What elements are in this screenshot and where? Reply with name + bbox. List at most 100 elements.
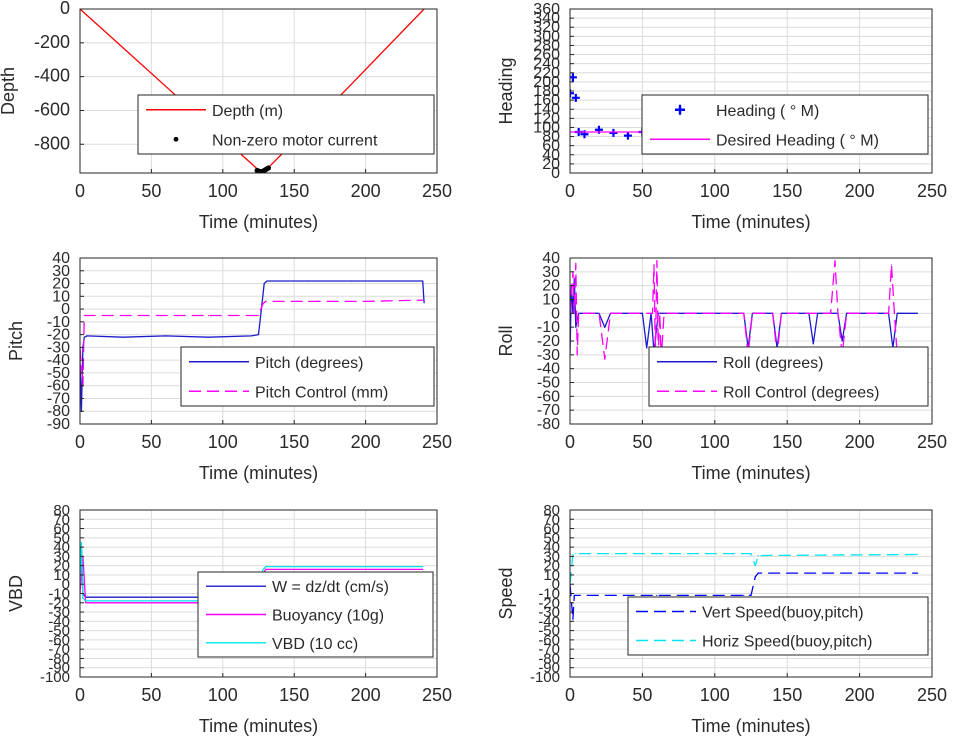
data-point xyxy=(772,312,774,314)
x-tick-label: 250 xyxy=(917,432,947,452)
series-speed-1 xyxy=(570,552,919,585)
x-tick-label: 50 xyxy=(632,181,652,201)
y-axis-label: Roll xyxy=(496,325,516,356)
data-point xyxy=(422,568,424,570)
data-point xyxy=(841,340,843,342)
axes-box xyxy=(79,257,438,425)
x-tick-label: 50 xyxy=(141,432,161,452)
y-tick-label: 200 xyxy=(533,74,560,91)
y-tick-label: 70 xyxy=(543,511,560,528)
legend-swatch xyxy=(173,136,179,142)
y-tick-label: 20 xyxy=(53,558,70,575)
data-point xyxy=(576,131,578,133)
data-point xyxy=(80,541,83,544)
legend-entry: W = dz/dt (cm/s) xyxy=(272,579,389,596)
x-axis-label: Time (minutes) xyxy=(691,463,810,483)
y-tick-label: 60 xyxy=(53,521,70,538)
data-point xyxy=(257,314,260,317)
y-tick-label: 240 xyxy=(533,56,560,73)
data-point xyxy=(345,89,347,91)
data-point xyxy=(265,165,272,171)
data-point xyxy=(265,565,267,568)
data-point xyxy=(604,358,606,360)
y-axis-label: Heading xyxy=(496,57,516,124)
y-tick-label: 160 xyxy=(533,92,560,109)
y-tick-label: -90 xyxy=(47,416,70,433)
y-tick-label: -80 xyxy=(538,650,560,667)
x-tick-label: 150 xyxy=(772,685,802,705)
panel-vbd: 0 50 100 150 200 25080706050403020100-10-20-3… xyxy=(6,502,452,736)
data-point xyxy=(845,312,848,314)
x-tick-label: 0 xyxy=(75,685,85,705)
y-tick-label: 80 xyxy=(542,129,560,146)
y-tick-label: -200 xyxy=(34,32,70,52)
y-tick-label: -40 xyxy=(537,361,560,378)
y-tick-label: -30 xyxy=(47,339,70,356)
y-tick-label: -80 xyxy=(47,403,70,420)
data-point xyxy=(169,89,171,91)
y-tick-label: 260 xyxy=(533,47,560,64)
x-tick-label: 250 xyxy=(917,181,947,201)
x-tick-label: 200 xyxy=(351,181,381,201)
x-axis-label: Time (minutes) xyxy=(691,212,810,232)
data-point xyxy=(837,312,839,314)
data-point xyxy=(265,568,267,570)
y-tick-label: 80 xyxy=(543,502,560,519)
panel-speed: 0 50 100 150 200 25080706050403020100-10-20-3… xyxy=(496,502,947,736)
legend-entry: Depth (m) xyxy=(212,103,283,120)
panel-pitch: 0 50 100 150 200 250403020100-10-20-30-40-50-… xyxy=(6,250,452,483)
x-tick-label: 200 xyxy=(351,685,381,705)
y-tick-label: 30 xyxy=(543,548,560,565)
y-tick-label: -60 xyxy=(537,388,560,405)
data-point xyxy=(573,594,575,596)
y-tick-label: -70 xyxy=(537,402,560,419)
data-point xyxy=(423,302,425,304)
y-tick-label: -80 xyxy=(537,416,560,433)
x-tick-label: 100 xyxy=(208,685,238,705)
data-point xyxy=(572,553,574,556)
x-tick-label: 200 xyxy=(845,685,875,705)
series-line xyxy=(570,572,918,621)
y-tick-label: 20 xyxy=(52,276,70,293)
data-point xyxy=(612,594,615,596)
data-point xyxy=(609,312,612,314)
data-point xyxy=(817,312,819,314)
y-tick-label: -40 xyxy=(538,613,560,630)
legend-entry: Desired Heading ( ° M) xyxy=(716,132,879,149)
data-point xyxy=(307,280,310,282)
x-tick-label: 0 xyxy=(565,685,575,705)
data-point xyxy=(257,334,260,336)
y-axis-label: VBD xyxy=(6,575,26,612)
x-tick-label: 50 xyxy=(632,432,652,452)
y-tick-label: -90 xyxy=(48,660,70,677)
y-tick-label: -40 xyxy=(47,352,70,369)
panel-depth: 0 50 100 150 200 250 0 -200 -400 -600 -800 Time (mi… xyxy=(0,0,452,232)
data-point xyxy=(122,336,124,338)
y-tick-label: 20 xyxy=(542,156,560,173)
legend-entry: VBD (10 cc) xyxy=(272,636,358,653)
legend: Pitch (degrees) Pitch Control (mm) xyxy=(180,346,435,407)
data-point xyxy=(165,600,167,602)
y-tick-label: -50 xyxy=(48,623,70,640)
y-tick-label: 140 xyxy=(533,101,560,118)
y-tick-label: -60 xyxy=(538,632,560,649)
y-tick-label: 50 xyxy=(53,530,70,547)
x-tick-label: 150 xyxy=(279,685,309,705)
legend-entry: Heading ( ° M) xyxy=(716,103,819,120)
data-point xyxy=(262,569,264,571)
y-tick-label: -90 xyxy=(538,660,560,677)
data-point xyxy=(830,312,832,314)
legend-entry: Pitch Control (mm) xyxy=(255,384,388,401)
data-point xyxy=(263,282,265,285)
x-tick-label: 150 xyxy=(279,432,309,452)
y-tick-label: 40 xyxy=(543,539,560,556)
y-tick-label: 20 xyxy=(542,278,560,295)
y-tick-label: -50 xyxy=(538,623,560,640)
x-axis-label: Time (minutes) xyxy=(199,716,318,736)
data-point xyxy=(393,280,395,282)
data-point xyxy=(207,336,210,338)
legend: Depth (m) Non-zero motor current xyxy=(137,94,435,155)
x-tick-label: 100 xyxy=(208,181,238,201)
series-depth-1 xyxy=(254,165,272,173)
y-tick-label: -100 xyxy=(40,669,70,686)
